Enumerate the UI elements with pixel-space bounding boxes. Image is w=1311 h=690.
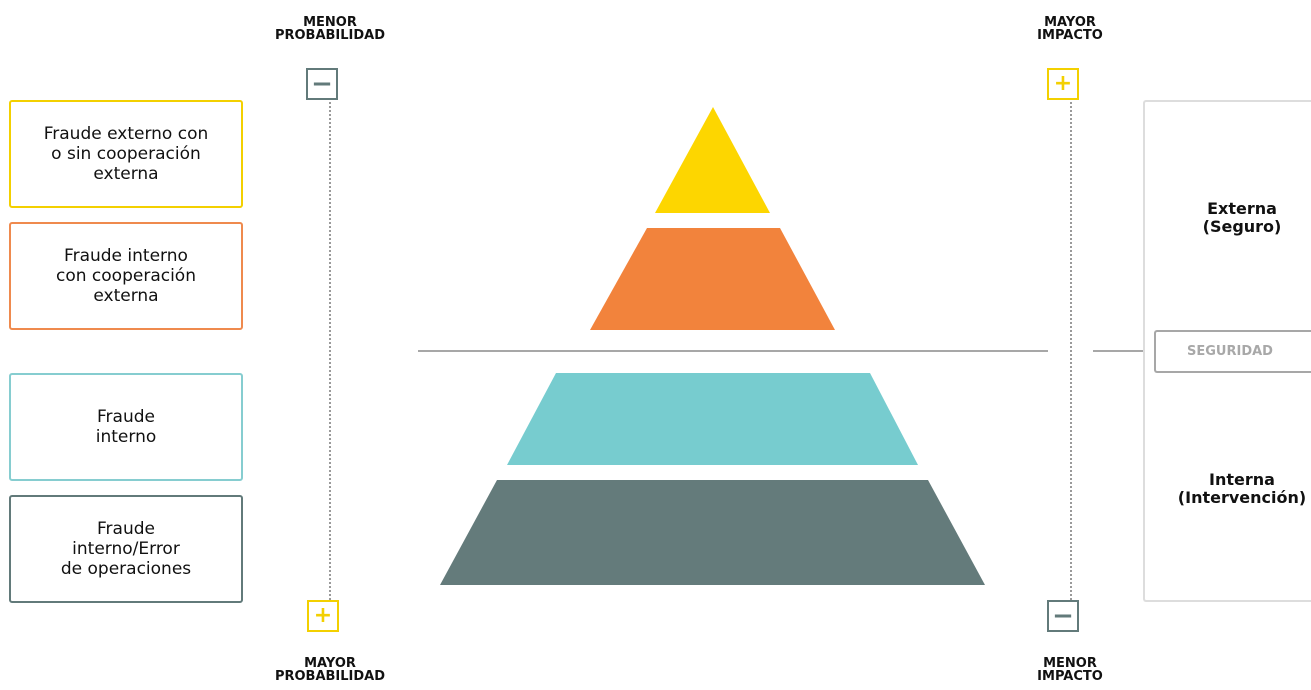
category-box-external-fraud: Fraude externo con o sin cooperación ext… bbox=[9, 100, 243, 208]
pyramid-tier-lower-middle bbox=[507, 373, 918, 465]
pyramid-tier-upper-middle bbox=[590, 228, 835, 330]
left-axis-top-title: MENOR PROBABILIDAD bbox=[274, 15, 386, 43]
right-axis-plus-icon: + bbox=[1047, 68, 1079, 100]
left-axis-bottom-title: MAYOR PROBABILIDAD bbox=[274, 656, 386, 684]
category-box-internal-fraud-cooperation: Fraude interno con cooperación externa bbox=[9, 222, 243, 330]
left-axis-plus-icon: + bbox=[307, 600, 339, 632]
security-label-box: SEGURIDAD bbox=[1154, 330, 1311, 373]
zone-label-external: Externa (Seguro) bbox=[1202, 199, 1282, 236]
right-axis-line bbox=[1070, 102, 1072, 600]
pyramid-tier-top bbox=[655, 107, 770, 213]
category-box-internal-fraud-operations: Fraude interno/Error de operaciones bbox=[9, 495, 243, 603]
security-label: SEGURIDAD bbox=[1187, 344, 1273, 359]
left-axis-minus-icon: − bbox=[306, 68, 338, 100]
right-axis-minus-icon: − bbox=[1047, 600, 1079, 632]
left-axis-line bbox=[329, 102, 331, 600]
zone-label-internal: Interna (Intervención) bbox=[1177, 470, 1307, 507]
right-axis-top-title: MAYOR IMPACTO bbox=[1037, 15, 1103, 43]
right-axis-bottom-title: MENOR IMPACTO bbox=[1037, 656, 1103, 684]
category-box-internal-fraud: Fraude interno bbox=[9, 373, 243, 481]
pyramid-tier-bottom bbox=[440, 480, 985, 585]
